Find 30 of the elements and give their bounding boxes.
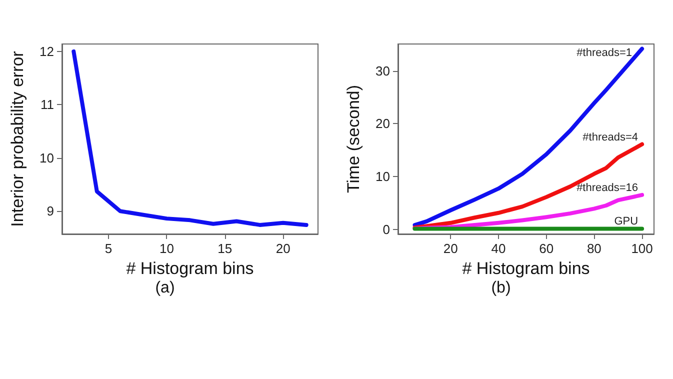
series-label: #threads=16 xyxy=(576,182,638,194)
y-tick-label: 11 xyxy=(40,97,54,112)
line-series xyxy=(412,142,644,230)
series-label: #threads=4 xyxy=(582,131,638,144)
x-tick-label: 5 xyxy=(104,241,112,256)
line-series xyxy=(412,46,644,228)
y-tick-label: 10 xyxy=(40,150,54,166)
x-axis-title: # Histogram bins xyxy=(126,259,254,278)
x-axis-title: # Histogram bins xyxy=(462,259,590,278)
x-tick-label: 60 xyxy=(539,241,554,256)
text: (a) xyxy=(155,280,175,296)
series-label: #threads=1 xyxy=(576,46,632,59)
y-tick-label: 30 xyxy=(376,63,390,78)
y-tick-label: 10 xyxy=(376,168,390,184)
y-tick-label: 0 xyxy=(382,222,390,237)
x-tick-label: 20 xyxy=(276,241,290,256)
text: (b) xyxy=(491,280,511,296)
x-tick-label: 10 xyxy=(159,241,174,256)
line-series xyxy=(72,49,308,227)
y-tick-label: 20 xyxy=(376,116,390,132)
y-tick-label: 12 xyxy=(40,44,54,59)
x-tick-label: 20 xyxy=(443,241,458,256)
series-label: GPU xyxy=(614,216,638,228)
x-tick-label: 15 xyxy=(218,241,232,256)
y-axis-title: Time (second) xyxy=(344,84,363,194)
y-axis-title: Interior probability error xyxy=(8,50,27,227)
x-tick-label: 40 xyxy=(491,241,506,256)
y-tick-label: 9 xyxy=(46,204,54,219)
x-tick-label: 80 xyxy=(586,241,602,256)
x-tick-label: 100 xyxy=(631,241,653,256)
